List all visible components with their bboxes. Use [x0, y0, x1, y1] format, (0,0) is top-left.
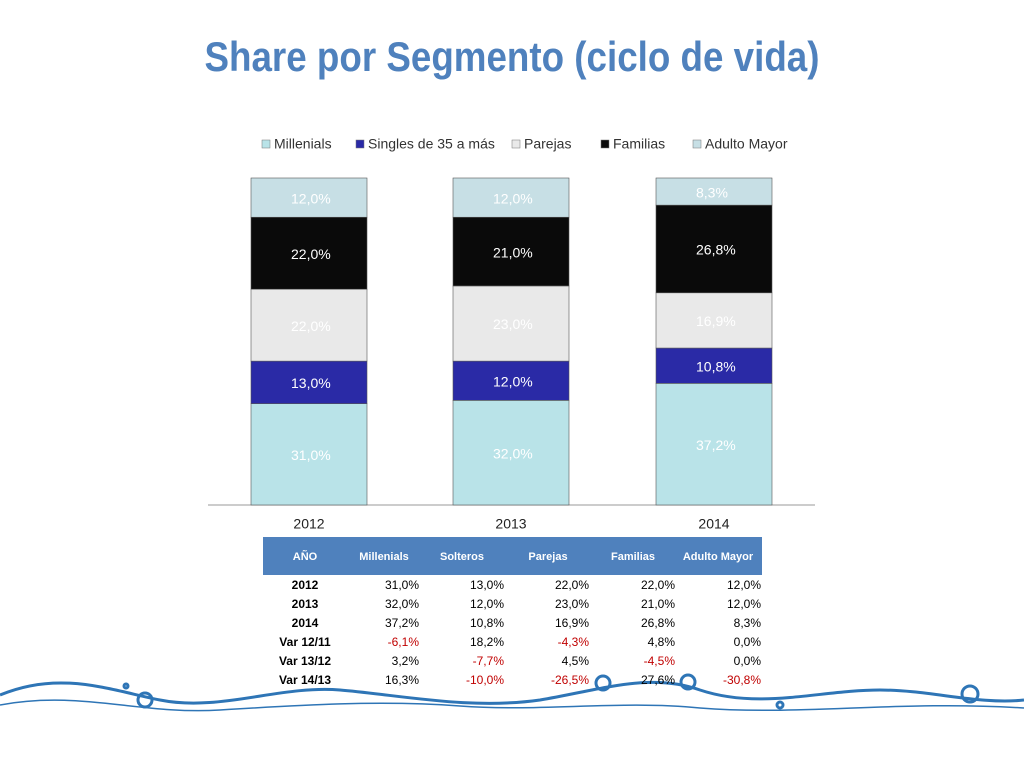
table-cell: 8,3%	[734, 616, 762, 630]
table-header-cell: Millenials	[359, 551, 409, 563]
bar-segment	[250, 216, 368, 290]
table-cell: 22,0%	[555, 578, 589, 592]
table-cell: 23,0%	[555, 597, 589, 611]
table-cell: 16,3%	[385, 673, 419, 687]
table-cell: 3,2%	[392, 654, 420, 668]
table-cell: Var 13/12	[279, 654, 331, 668]
bar-segment	[250, 288, 368, 362]
legend-swatch	[692, 139, 702, 149]
x-tick-label: 2012	[293, 516, 324, 532]
table-cell: 27,6%	[641, 673, 675, 687]
slide-title: Share por Segmento (ciclo de vida)	[205, 33, 820, 80]
data-label: 8,3%	[696, 184, 728, 200]
table-header-cell: Solteros	[440, 551, 484, 563]
table-cell: 0,0%	[734, 654, 762, 668]
legend-label: Singles de 35 a más	[368, 136, 495, 152]
bar-segment	[250, 360, 368, 404]
table-header-cell: Adulto Mayor	[683, 551, 754, 563]
table-cell: 21,0%	[641, 597, 675, 611]
table-cell: 2013	[292, 597, 319, 611]
bar-segment	[452, 216, 570, 287]
table-header-cell: AÑO	[293, 550, 318, 563]
table-cell: 26,8%	[641, 616, 675, 630]
table-cell: 12,0%	[470, 597, 504, 611]
table-cell: -26,5%	[551, 673, 589, 687]
data-label: 26,8%	[696, 242, 736, 258]
table-cell: -6,1%	[388, 635, 420, 649]
table-cell: -30,8%	[723, 673, 761, 687]
legend-swatch	[600, 139, 610, 149]
data-label: 12,0%	[493, 373, 533, 389]
table-cell: 12,0%	[727, 578, 761, 592]
bar-segment	[655, 292, 773, 349]
data-label: 12,0%	[291, 190, 331, 206]
legend-label: Millenials	[274, 136, 332, 152]
table-cell: 4,8%	[648, 635, 676, 649]
table-cell: 10,8%	[470, 616, 504, 630]
data-label: 22,0%	[291, 318, 331, 334]
table-cell: 32,0%	[385, 597, 419, 611]
bar-segment	[250, 403, 368, 506]
table-header-cell: Parejas	[528, 551, 567, 563]
x-tick-label: 2014	[698, 516, 729, 532]
bar-segment	[655, 347, 773, 384]
table-cell: -4,5%	[644, 654, 676, 668]
bar-segment	[655, 204, 773, 294]
decor-wave	[0, 673, 1024, 712]
bar-segment	[452, 400, 570, 506]
bar-segment	[655, 383, 773, 506]
table-header-cell: Familias	[611, 551, 655, 563]
data-label: 22,0%	[291, 246, 331, 262]
table-cell: 12,0%	[727, 597, 761, 611]
data-label: 37,2%	[696, 437, 736, 453]
bar-segment	[452, 177, 570, 218]
table-cell: 22,0%	[641, 578, 675, 592]
data-label: 13,0%	[291, 375, 331, 391]
legend-label: Adulto Mayor	[705, 136, 788, 152]
bar-segment	[250, 177, 368, 218]
data-label: 32,0%	[493, 445, 533, 461]
bar-segment	[452, 285, 570, 362]
table-cell: Var 14/13	[279, 673, 331, 687]
data-label: 12,0%	[493, 190, 533, 206]
table-cell: 0,0%	[734, 635, 762, 649]
legend-swatch	[355, 139, 365, 149]
legend-label: Parejas	[524, 136, 571, 152]
x-tick-label: 2013	[495, 516, 526, 532]
table-cell: -10,0%	[466, 673, 504, 687]
data-label: 31,0%	[291, 447, 331, 463]
legend-label: Familias	[613, 136, 665, 152]
data-label: 16,9%	[696, 313, 736, 329]
data-label: 10,8%	[696, 358, 736, 374]
table-cell: 4,5%	[562, 654, 590, 668]
data-label: 23,0%	[493, 316, 533, 332]
table-cell: -7,7%	[473, 654, 505, 668]
table-cell: 2012	[292, 578, 319, 592]
legend-swatch	[261, 139, 271, 149]
table-cell: 2014	[292, 616, 319, 630]
table-cell: Var 12/11	[279, 635, 331, 649]
table-cell: 37,2%	[385, 616, 419, 630]
table-cell: -4,3%	[558, 635, 590, 649]
table-cell: 31,0%	[385, 578, 419, 592]
bar-segment	[655, 177, 773, 206]
legend-swatch	[511, 139, 521, 149]
table-cell: 16,9%	[555, 616, 589, 630]
table-cell: 18,2%	[470, 635, 504, 649]
data-label: 21,0%	[493, 244, 533, 260]
table-header-bg	[263, 537, 762, 575]
table-cell: 13,0%	[470, 578, 504, 592]
